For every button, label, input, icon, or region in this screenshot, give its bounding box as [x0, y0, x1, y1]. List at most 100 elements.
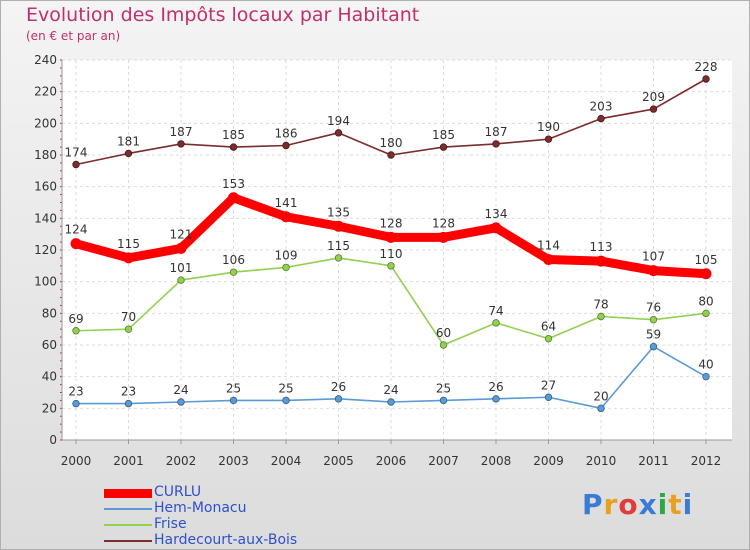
y-tick-label: 80 — [42, 306, 57, 320]
data-label-frise: 60 — [436, 326, 451, 340]
x-tick-label: 2010 — [586, 454, 617, 468]
data-point-frise — [492, 319, 500, 327]
y-tick-label: 160 — [34, 180, 57, 194]
data-label-frise: 80 — [698, 294, 713, 308]
data-label-curlu: 105 — [695, 253, 718, 267]
y-tick-label: 60 — [42, 338, 57, 352]
data-point-frise — [439, 341, 448, 349]
legend-label: Hardecourt-aux-Bois — [154, 532, 298, 548]
chart-title: Evolution des Impôts locaux par Habitant — [26, 4, 420, 26]
x-tick-label: 2006 — [376, 454, 407, 468]
data-point-curlu — [438, 231, 449, 243]
data-point-hardecourt-aux-bois — [387, 151, 395, 159]
x-tick-label: 2003 — [218, 454, 249, 468]
x-tick-label: 2005 — [323, 454, 354, 468]
data-point-curlu — [490, 222, 502, 234]
data-label-curlu: 135 — [327, 205, 350, 219]
data-label-curlu: 107 — [642, 250, 665, 264]
data-label-curlu: 134 — [485, 207, 508, 221]
data-point-curlu — [280, 211, 292, 223]
data-point-curlu — [175, 242, 187, 254]
data-label-hem-monacu: 27 — [541, 378, 556, 392]
data-label-frise: 109 — [275, 248, 298, 262]
data-label-frise: 74 — [488, 304, 503, 318]
legend-label: Frise — [154, 516, 187, 532]
data-point-hem-monacu — [492, 395, 500, 403]
logo-letter: t — [668, 488, 683, 521]
data-point-hardecourt-aux-bois — [544, 135, 553, 143]
legend-label: Hem-Monacu — [154, 500, 247, 516]
data-label-hem-monacu: 24 — [383, 383, 398, 397]
legend-swatch — [104, 540, 152, 542]
data-point-frise — [649, 315, 658, 324]
proxiti-logo: Proxiti — [582, 488, 693, 521]
data-label-frise: 101 — [170, 261, 193, 275]
data-label-frise: 78 — [593, 298, 608, 312]
y-tick-label: 200 — [34, 116, 57, 130]
data-point-hardecourt-aux-bois — [597, 114, 605, 123]
x-tick-label: 2009 — [533, 454, 564, 468]
data-label-curlu: 113 — [590, 240, 613, 254]
data-point-hardecourt-aux-bois — [439, 143, 448, 151]
data-label-frise: 70 — [121, 310, 136, 324]
data-point-hem-monacu — [124, 399, 133, 408]
x-tick-label: 2012 — [691, 454, 722, 468]
data-point-hem-monacu — [334, 395, 343, 403]
data-point-curlu — [543, 254, 554, 265]
data-point-hardecourt-aux-bois — [124, 149, 133, 158]
data-label-frise: 69 — [68, 312, 83, 326]
data-label-curlu: 128 — [432, 216, 455, 230]
logo-letter: i — [657, 488, 669, 521]
y-tick-label: 20 — [42, 401, 57, 415]
data-point-frise — [177, 276, 185, 284]
x-tick-label: 2001 — [113, 454, 144, 468]
data-label-hardecourt-aux-bois: 174 — [65, 146, 88, 160]
x-tick-label: 2011 — [638, 454, 669, 468]
data-label-hem-monacu: 40 — [698, 358, 713, 372]
y-tick-label: 40 — [42, 370, 57, 384]
grid-lines — [62, 59, 732, 441]
data-point-frise — [702, 309, 710, 318]
data-label-frise: 115 — [327, 239, 350, 253]
legend-label: CURLU — [154, 484, 202, 500]
x-tick-label: 2002 — [166, 454, 197, 468]
data-label-curlu: 114 — [537, 239, 560, 253]
data-label-frise: 64 — [541, 320, 556, 334]
data-point-hem-monacu — [387, 398, 395, 406]
data-label-hardecourt-aux-bois: 187 — [170, 125, 193, 139]
data-label-hem-monacu: 23 — [68, 385, 83, 399]
data-label-frise: 106 — [222, 253, 245, 267]
y-tick-label: 220 — [34, 85, 57, 99]
data-label-hem-monacu: 25 — [226, 381, 241, 395]
data-point-frise — [282, 263, 290, 272]
y-tick-label: 180 — [34, 148, 57, 162]
y-tick-label: 240 — [34, 53, 57, 67]
legend-swatch — [104, 488, 152, 498]
y-tick-label: 100 — [34, 275, 57, 289]
data-label-curlu: 115 — [117, 237, 140, 251]
data-label-hardecourt-aux-bois: 194 — [327, 114, 350, 128]
x-tick-label: 2008 — [481, 454, 512, 468]
data-point-frise — [387, 262, 395, 270]
data-label-hardecourt-aux-bois: 181 — [117, 134, 140, 148]
data-point-curlu — [648, 265, 659, 277]
data-label-curlu: 128 — [380, 216, 403, 230]
data-point-hardecourt-aux-bois — [702, 75, 710, 83]
data-label-hem-monacu: 26 — [488, 380, 503, 394]
data-label-hardecourt-aux-bois: 190 — [537, 120, 560, 134]
data-point-hardecourt-aux-bois — [492, 140, 500, 148]
logo-letter: o — [618, 488, 639, 521]
data-label-hem-monacu: 23 — [121, 385, 136, 399]
data-label-hem-monacu: 25 — [278, 381, 293, 395]
data-point-frise — [334, 254, 343, 262]
data-point-curlu — [333, 220, 344, 232]
data-label-curlu: 124 — [65, 223, 88, 237]
legend-swatch — [104, 508, 152, 510]
data-point-curlu — [385, 231, 397, 243]
data-point-hem-monacu — [177, 398, 185, 406]
data-point-curlu — [700, 268, 712, 280]
data-labels: 23 23 24 25 25 26 24 25 26 27 20 59 40 69 70 101 106 109 1… — [65, 60, 718, 403]
data-label-hardecourt-aux-bois: 187 — [485, 125, 508, 139]
data-label-curlu: 153 — [222, 177, 245, 191]
